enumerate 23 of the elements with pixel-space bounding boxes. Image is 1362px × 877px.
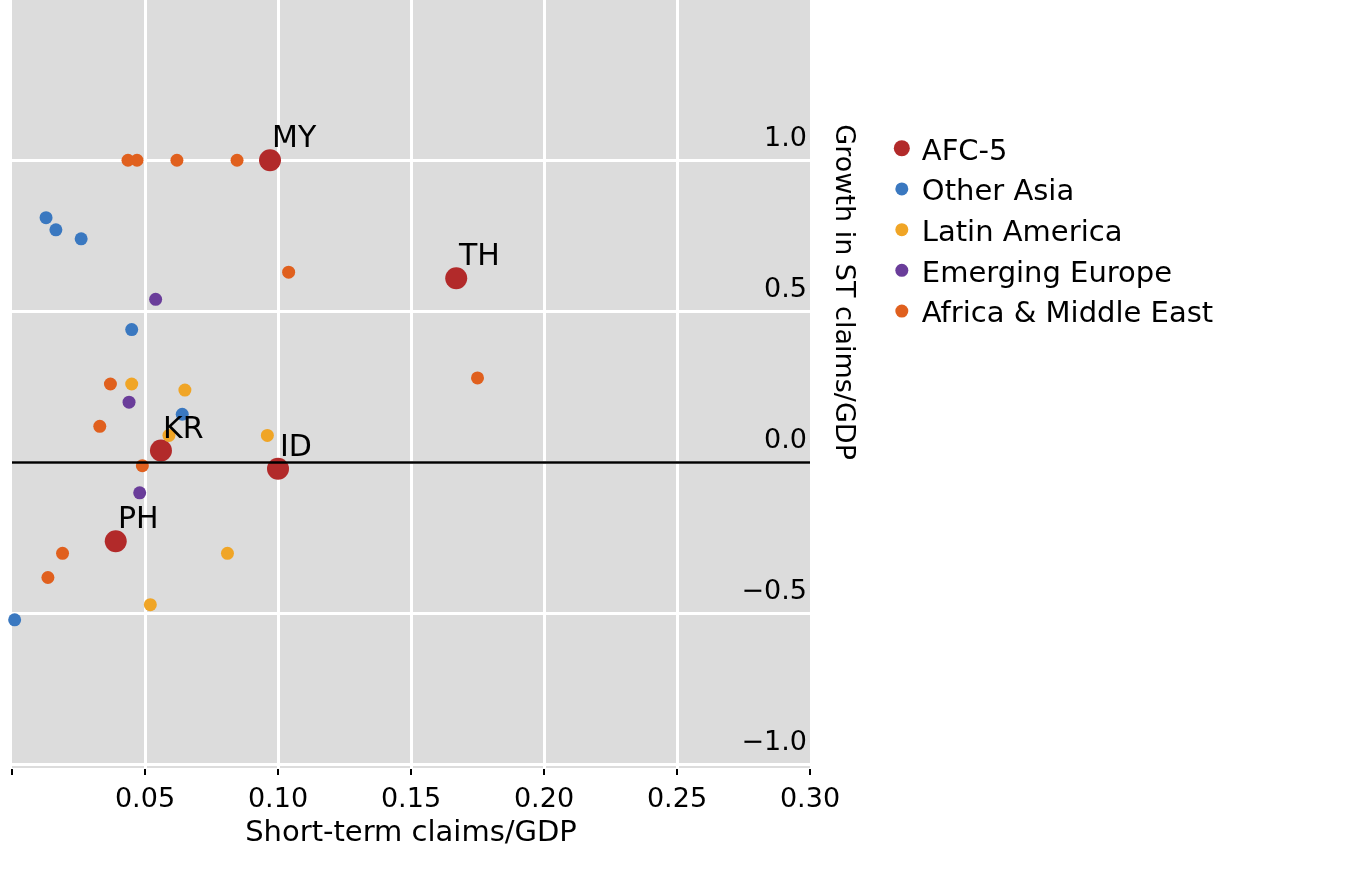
y-axis-title: Growth in ST claims/GDP — [830, 124, 862, 460]
legend-label: Other Asia — [921, 173, 1075, 208]
x-tick-label: 0.05 — [114, 782, 176, 814]
annotation: TH — [458, 237, 500, 272]
annotation: PH — [118, 500, 159, 535]
x-tick-label: 0.10 — [247, 782, 309, 814]
x-tick-label: 0.25 — [646, 782, 708, 814]
legend-label: Latin America — [921, 213, 1123, 248]
x-tick-label: 0.30 — [779, 782, 841, 814]
y-tick-label: −0.5 — [741, 574, 807, 606]
y-tick-label: 0.5 — [764, 271, 807, 303]
y-tick-label: 1.0 — [764, 120, 807, 152]
x-axis-title: Short-term claims/GDP — [245, 814, 577, 849]
legend-label: Emerging Europe — [921, 254, 1173, 289]
annotation: ID — [280, 428, 312, 463]
legend-label: Africa & Middle East — [921, 295, 1214, 330]
annotation: MY — [272, 119, 317, 154]
legend-label: AFC-5 — [921, 132, 1008, 167]
annotation: KR — [163, 410, 204, 445]
y-tick-label: −1.0 — [741, 725, 807, 757]
x-tick-label: 0.15 — [380, 782, 442, 814]
y-tick-label: 0.0 — [764, 423, 807, 455]
x-tick-label: 0.20 — [513, 782, 575, 814]
